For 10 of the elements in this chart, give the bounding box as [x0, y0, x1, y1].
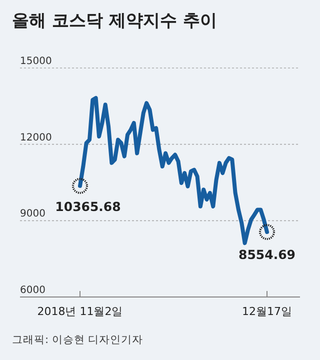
annotation: 8554.69 — [238, 246, 296, 262]
y-tick-label: 9000 — [20, 208, 46, 220]
text: 그래픽: 이승현 디자인기자 — [12, 334, 144, 346]
chart-title: 올해 코스닥 제약지수 추이 — [12, 11, 217, 31]
y-tick-label: 6000 — [20, 285, 46, 296]
y-tick-label: 15000 — [20, 56, 52, 67]
annotation: 10365.68 — [55, 198, 121, 214]
y-tick-label: 12000 — [20, 132, 52, 144]
x-tick-label: 2018년 11월2일 — [37, 305, 123, 318]
x-tick-label: 12월17일 — [242, 305, 292, 318]
